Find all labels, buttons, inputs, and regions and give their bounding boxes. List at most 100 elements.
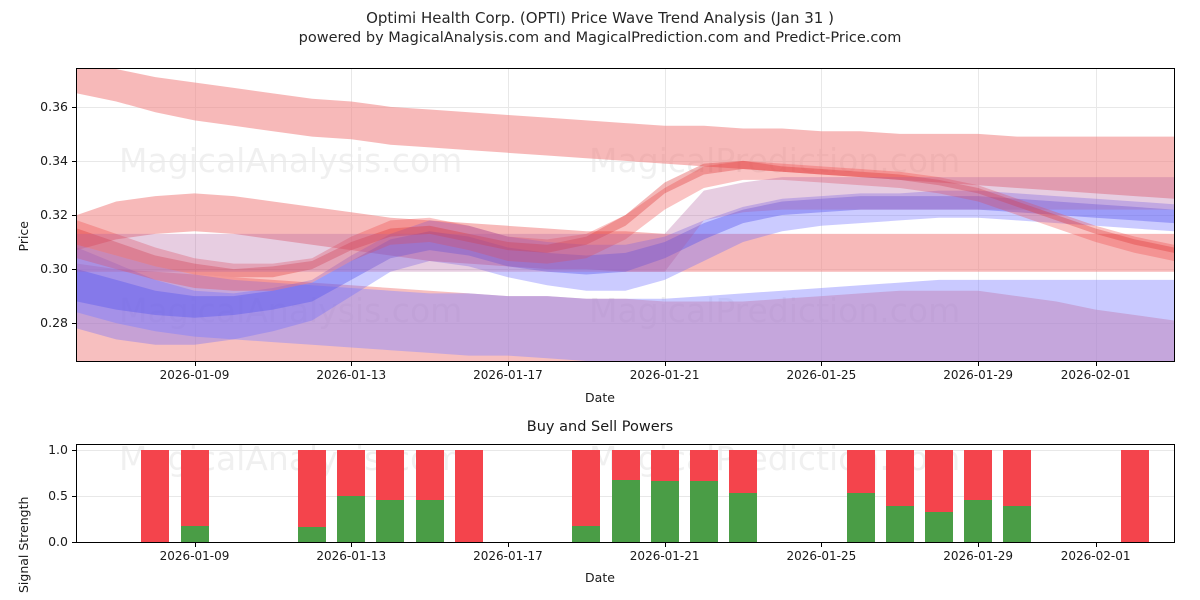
buy-power-segment [964, 500, 993, 542]
y-tick-label: 0.0 [48, 534, 68, 549]
sell-power-segment [964, 449, 993, 501]
signal-chart-plot-area: MagicalAnalysis.com MagicalPrediction.com [76, 444, 1175, 543]
signal-bar[interactable] [180, 445, 209, 542]
signal-bar[interactable] [1120, 445, 1149, 542]
y-tick-mark [72, 269, 76, 271]
gridline [821, 69, 823, 361]
x-tick-mark [1095, 362, 1097, 366]
x-tick-mark [978, 362, 980, 366]
x-tick-mark [821, 543, 823, 547]
gridline [77, 160, 1174, 162]
y-tick-mark [72, 449, 76, 451]
y-tick-label: 0.32 [40, 207, 68, 222]
gridline [77, 542, 1174, 543]
x-tick-label: 2026-01-09 [159, 549, 230, 563]
signal-bar[interactable] [298, 445, 327, 542]
y-tick-label: 1.0 [48, 441, 68, 457]
signal-bar[interactable] [924, 445, 953, 542]
buy-power-segment [650, 481, 679, 542]
signal-bar[interactable] [611, 445, 640, 542]
signal-bar[interactable] [885, 445, 914, 542]
price-band [77, 160, 1174, 278]
buy-power-segment [572, 526, 601, 542]
x-tick-mark [351, 362, 353, 366]
sell-power-segment [298, 449, 327, 528]
x-tick-label: 2026-01-21 [629, 368, 700, 382]
signal-x-axis-title: Date [585, 570, 615, 585]
buy-power-segment [180, 526, 209, 542]
x-tick-mark [664, 543, 666, 547]
gridline [77, 106, 1174, 108]
sell-power-segment [415, 449, 444, 501]
sell-power-segment [1003, 449, 1032, 506]
price-band [77, 190, 1174, 345]
signal-bar[interactable] [689, 445, 718, 542]
signal-bar[interactable] [846, 445, 875, 542]
buy-power-segment [376, 500, 405, 542]
signal-bar[interactable] [650, 445, 679, 542]
signal-bar[interactable] [415, 445, 444, 542]
price-band [77, 263, 1174, 361]
gridline [664, 69, 666, 361]
x-tick-label: 2026-01-13 [316, 368, 387, 382]
y-tick-label: 0.5 [48, 487, 68, 503]
signal-bar[interactable] [964, 445, 993, 542]
y-tick-mark [72, 542, 76, 543]
buy-power-segment [1003, 505, 1032, 542]
x-tick-mark [664, 362, 666, 366]
y-tick-mark [72, 323, 76, 325]
buy-power-segment [689, 481, 718, 542]
x-tick-mark [194, 362, 196, 366]
x-tick-label: 2026-02-01 [1060, 368, 1131, 382]
chart-main-title: Optimi Health Corp. (OPTI) Price Wave Tr… [366, 9, 834, 27]
signal-bar[interactable] [1003, 445, 1032, 542]
y-tick-label: 0.36 [40, 98, 68, 114]
signal-bar[interactable] [376, 445, 405, 542]
x-tick-mark [978, 543, 980, 547]
sell-power-segment [729, 449, 758, 494]
sell-power-segment [376, 449, 405, 501]
price-band [77, 69, 1174, 199]
sell-power-segment [689, 449, 718, 482]
x-tick-label: 2026-01-21 [629, 549, 700, 563]
y-tick-label: 0.30 [40, 261, 68, 277]
price-band [77, 193, 1174, 272]
gridline [507, 69, 509, 361]
x-tick-label: 2026-02-01 [1060, 549, 1131, 563]
sell-power-segment [141, 449, 170, 542]
sell-power-segment [337, 449, 366, 496]
price-wave-bands [77, 69, 1174, 361]
buy-power-segment [298, 527, 327, 542]
signal-bar[interactable] [337, 445, 366, 542]
buy-power-segment [924, 512, 953, 542]
signal-chart-title: Buy and Sell Powers [526, 419, 674, 435]
price-band [77, 160, 1174, 291]
gridline [978, 69, 980, 361]
buy-power-segment [729, 493, 758, 542]
buy-power-segment [415, 500, 444, 542]
x-tick-label: 2026-01-25 [786, 368, 857, 382]
x-tick-label: 2026-01-25 [786, 549, 857, 563]
y-tick-label: 0.34 [40, 152, 68, 168]
price-band [77, 196, 1174, 318]
price-x-axis-title: Date [585, 390, 615, 405]
x-tick-label: 2026-01-29 [943, 368, 1013, 382]
signal-bar[interactable] [729, 445, 758, 542]
y-tick-mark [72, 495, 76, 497]
buy-power-segment [611, 480, 640, 542]
price-chart-plot-area: MagicalAnalysis.comMagicalPrediction.com… [76, 68, 1175, 362]
signal-bar[interactable] [454, 445, 483, 542]
x-tick-mark [1095, 543, 1097, 547]
x-tick-label: 2026-01-09 [159, 368, 230, 382]
signal-bar[interactable] [141, 445, 170, 542]
x-tick-label: 2026-01-29 [943, 549, 1013, 563]
sell-power-segment [180, 449, 209, 527]
sell-power-segment [846, 449, 875, 494]
sell-power-segment [572, 449, 601, 527]
x-tick-mark [821, 362, 823, 366]
gridline [1095, 69, 1097, 361]
signal-bar[interactable] [572, 445, 601, 542]
page-title: Optimi Health Corp. (OPTI) Price Wave Tr… [0, 8, 1200, 48]
sell-power-segment [454, 449, 483, 542]
